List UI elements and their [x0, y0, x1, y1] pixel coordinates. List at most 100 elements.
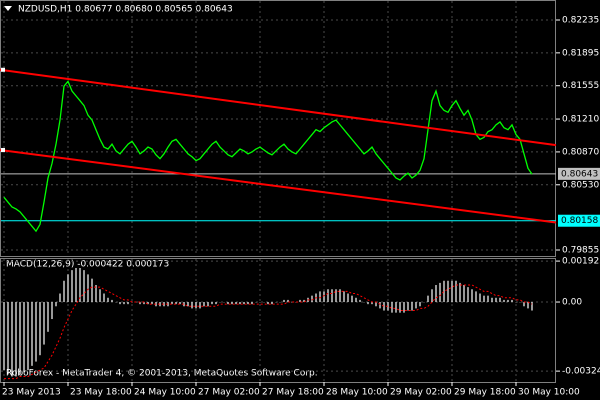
macd-bar — [499, 297, 501, 303]
macd-bar — [179, 302, 181, 305]
macd-bar — [511, 299, 513, 303]
macd-bar — [155, 302, 157, 307]
macd-bar — [147, 302, 149, 305]
macd-bar — [347, 293, 349, 303]
macd-bar — [191, 302, 193, 309]
macd-bar — [475, 291, 477, 303]
macd-bar — [67, 274, 69, 303]
y-tick-label: 0.00 — [562, 298, 582, 308]
macd-bar — [83, 270, 85, 303]
macd-bar — [379, 302, 381, 309]
macd-bar — [207, 302, 209, 307]
macd-bar — [215, 302, 217, 305]
macd-bar — [459, 282, 461, 303]
macd-bar — [19, 302, 21, 375]
macd-bar — [183, 302, 185, 307]
macd-title: MACD(12,26,9) -0.000422 0.000173 — [6, 260, 169, 270]
macd-bar — [235, 302, 237, 305]
macd-bar — [411, 302, 413, 311]
macd-bar — [271, 302, 273, 305]
price-label-box — [558, 167, 600, 180]
macd-bar — [451, 280, 453, 303]
macd-bar — [403, 302, 405, 313]
footer: RoboForex - MetaTrader 4, © 2001-2013, M… — [6, 369, 318, 379]
macd-bar — [267, 302, 269, 305]
macd-bar — [151, 302, 153, 305]
macd-bar — [43, 302, 45, 345]
macd-bar — [71, 270, 73, 303]
macd-bar — [7, 302, 9, 375]
macd-bar — [91, 278, 93, 303]
macd-bar — [167, 302, 169, 307]
macd-bar — [27, 302, 29, 371]
trend-anchor — [1, 147, 5, 152]
macd-bar — [95, 285, 97, 303]
macd-bar — [31, 302, 33, 366]
macd-bar — [387, 302, 389, 311]
x-tick-label: 29 May 18:00 — [454, 388, 516, 398]
y-tick-label: 0.81555 — [562, 81, 599, 91]
x-tick-label: 27 May 02:00 — [198, 388, 260, 398]
macd-bar — [251, 302, 253, 305]
macd-bar — [63, 280, 65, 303]
macd-bar — [507, 299, 509, 303]
macd-bar — [35, 302, 37, 362]
macd-bar — [523, 302, 525, 307]
macd-bar — [195, 302, 197, 309]
macd-bar — [187, 302, 189, 307]
macd-bar — [479, 293, 481, 303]
menu-triangle[interactable] — [4, 6, 12, 11]
macd-bar — [371, 302, 373, 305]
y-tick-label: 0.79855 — [562, 246, 599, 256]
macd-bar — [311, 295, 313, 303]
macd-bar — [431, 289, 433, 303]
price-label: 0.80643 — [561, 169, 598, 179]
macd-bar — [335, 289, 337, 303]
trend-anchor — [1, 67, 5, 72]
price-label-box — [558, 214, 600, 227]
macd-bar — [119, 302, 121, 305]
macd-bar — [399, 302, 401, 313]
y-tick-label: -0.003248 — [562, 367, 600, 377]
macd-bar — [175, 302, 177, 305]
macd-pane-frame — [0, 258, 556, 383]
macd-bar — [367, 302, 369, 305]
macd-bar — [143, 302, 145, 305]
macd-bar — [287, 299, 289, 303]
macd-bar — [395, 302, 397, 313]
y-tick-label: 0.81895 — [562, 48, 599, 58]
macd-bar — [375, 302, 377, 307]
macd-bar — [339, 289, 341, 303]
macd-bar — [527, 302, 529, 309]
macd-bar — [483, 295, 485, 303]
macd-bar — [231, 302, 233, 305]
macd-bar — [495, 297, 497, 303]
macd-bar — [435, 285, 437, 303]
macd-bar — [443, 280, 445, 303]
macd-bar — [203, 302, 205, 307]
macd-bar — [331, 289, 333, 303]
y-tick-label: 0.81210 — [562, 115, 599, 125]
price-label: 0.80158 — [561, 216, 598, 226]
macd-bar — [87, 274, 89, 303]
x-tick-label: 23 May 18:00 — [70, 388, 132, 398]
macd-bar — [23, 302, 25, 373]
macd-bar — [447, 280, 449, 303]
macd-bar — [455, 280, 457, 303]
macd-bar — [319, 291, 321, 303]
macd-bar — [227, 302, 229, 305]
macd-bar — [15, 302, 17, 377]
macd-bar — [355, 297, 357, 303]
macd-bar — [303, 299, 305, 303]
macd-bar — [59, 293, 61, 303]
macd-bar — [247, 302, 249, 305]
x-tick-label: 24 May 10:00 — [134, 388, 196, 398]
macd-bar — [383, 302, 385, 311]
x-tick-label: 27 May 18:00 — [262, 388, 324, 398]
macd-bar — [531, 302, 533, 311]
y-tick-label: 0.82235 — [562, 16, 599, 26]
trend-line — [0, 68, 557, 147]
macd-bar — [199, 302, 201, 309]
trend-line — [0, 148, 557, 224]
